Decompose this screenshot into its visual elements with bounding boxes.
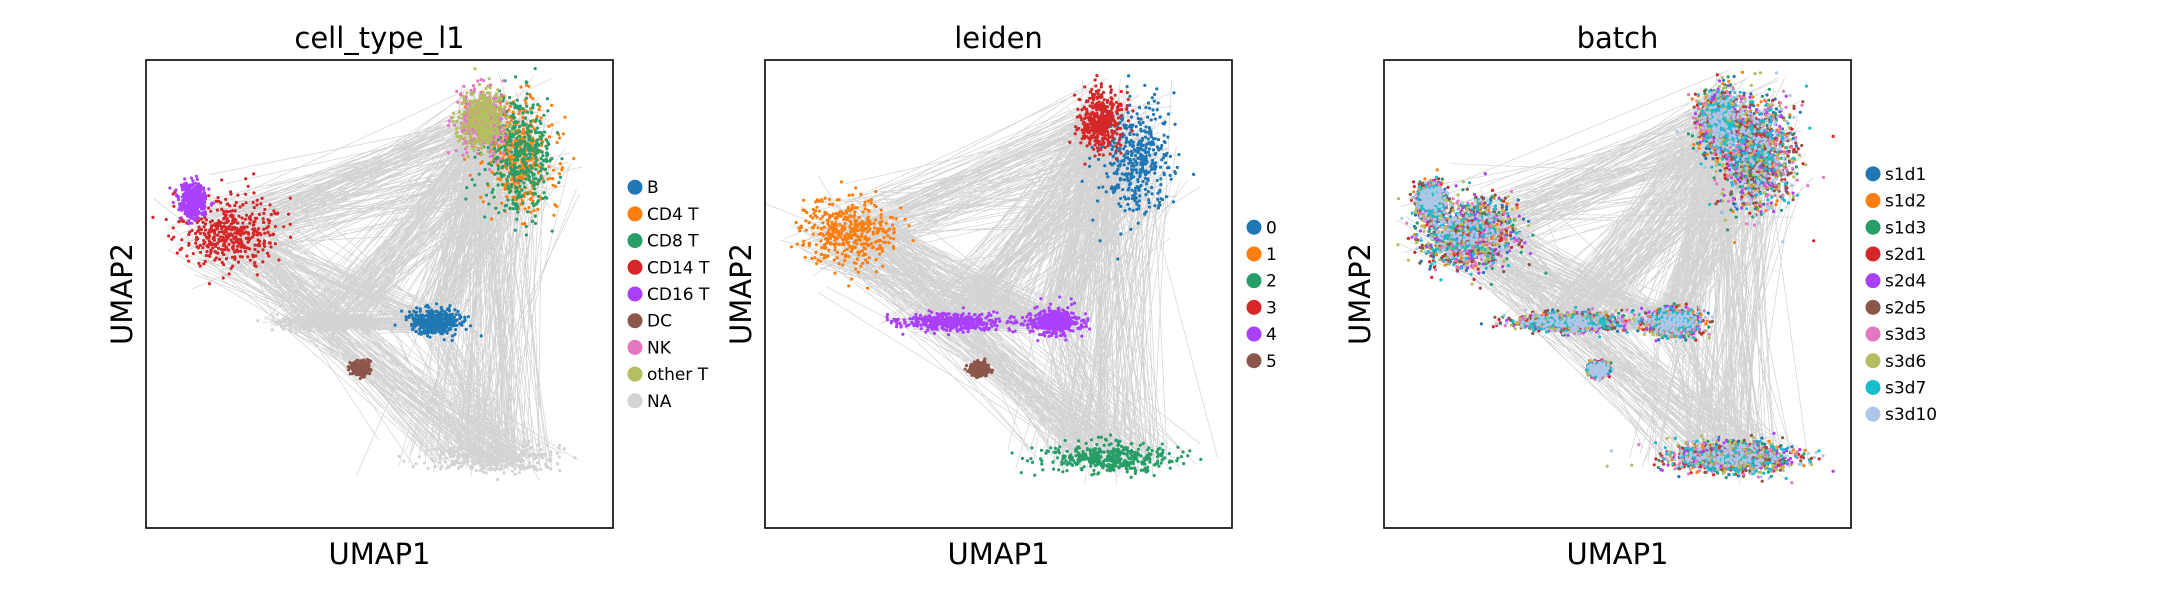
legend-marker (1865, 219, 1881, 235)
legend-marker (627, 339, 643, 355)
panel-batch: batchUMAP1UMAP2s1d1s1d2s1d3s2d1s2d4s2d5s… (1343, 21, 1937, 571)
points-4 (885, 306, 1025, 337)
legend-marker (1246, 219, 1262, 235)
legend-marker (627, 259, 643, 275)
legend-label: s1d2 (1885, 192, 1926, 212)
legend-label: NA (647, 392, 672, 412)
legend-marker (1865, 379, 1881, 395)
legend-label: CD8 T (647, 232, 699, 252)
axes-frame (145, 59, 614, 529)
points-s3d10 (1628, 305, 1715, 344)
legend-label: 3 (1266, 298, 1277, 318)
points-cd8-t (464, 66, 564, 237)
legend-label: CD16 T (647, 285, 710, 305)
panel-title: leiden (954, 21, 1043, 55)
legend-label: CD4 T (647, 205, 699, 225)
points-s3d7 (1625, 305, 1702, 340)
x-axis-label: UMAP1 (328, 537, 430, 571)
legend-label: B (647, 178, 659, 198)
axes-frame (1383, 59, 1852, 529)
legend-marker (627, 179, 643, 195)
panel-title: cell_type_l1 (294, 21, 464, 55)
points-s3d6 (1605, 434, 1814, 476)
points-s3d10 (1609, 435, 1825, 480)
points-b (393, 302, 483, 343)
legend: B CD4 T CD8 T CD14 T CD16 T DC NK other T NA (627, 178, 710, 412)
legend-label: other T (647, 365, 709, 385)
points-2 (1010, 433, 1203, 479)
legend-marker (1865, 273, 1881, 289)
legend-label: NK (647, 338, 672, 358)
legend: s1d1 s1d2 s1d3 s2d1 s2d4 s2d5 s3d3 s3d6 s3d7 s3d1… (1865, 165, 1937, 425)
points-dc (346, 357, 373, 381)
points-s1d1 (1702, 92, 1802, 211)
legend-marker (627, 286, 643, 302)
legend-marker (1865, 326, 1881, 342)
legend-marker (627, 233, 643, 249)
panel-title: batch (1577, 21, 1659, 55)
points-cd14-t (151, 172, 293, 286)
points-3 (1068, 73, 1135, 166)
legend-marker (1865, 299, 1881, 315)
points-1 (789, 180, 915, 290)
points-s3d10 (1494, 308, 1639, 336)
legend-label: CD14 T (647, 258, 710, 278)
legend-label: s2d1 (1885, 245, 1926, 265)
legend-label: s2d5 (1885, 298, 1926, 318)
legend-marker (1246, 246, 1262, 262)
panel-cell-type-l1: cell_type_l1 UMAP1 UMAP2 B CD4 T CD8 T CD14 T C… (105, 21, 710, 571)
points-cd16-t (168, 174, 215, 226)
points-na (256, 308, 400, 336)
legend-label: s1d1 (1885, 165, 1926, 185)
points-0 (1080, 74, 1196, 261)
points-na (397, 430, 577, 482)
panel-leiden: leiden UMAP1 UMAP2 0 1 2 3 4 5 (724, 21, 1277, 571)
legend-label: s3d3 (1885, 325, 1926, 345)
x-axis-label: UMAP1 (947, 537, 1049, 571)
points-s3d10 (1586, 360, 1615, 382)
legend-label: s1d3 (1885, 218, 1926, 238)
legend-label: s3d10 (1885, 405, 1937, 425)
points-s3d10 (1410, 181, 1450, 221)
legend-marker (1865, 193, 1881, 209)
legend-label: 2 (1266, 272, 1277, 292)
x-axis-label: UMAP1 (1566, 537, 1668, 571)
legend-marker (627, 313, 643, 329)
legend-marker (627, 366, 643, 382)
legend-label: s2d4 (1885, 272, 1926, 292)
points-5 (963, 357, 995, 380)
legend-label: s3d6 (1885, 352, 1926, 372)
legend-marker (1865, 406, 1881, 422)
legend-marker (1246, 273, 1262, 289)
y-axis-label: UMAP2 (105, 243, 139, 345)
points-other-t (450, 67, 515, 159)
legend-marker (1865, 246, 1881, 262)
legend-label: DC (647, 312, 672, 332)
legend-marker (627, 206, 643, 222)
legend-label: 0 (1266, 218, 1277, 238)
legend-label: 4 (1266, 325, 1277, 345)
legend-label: 1 (1266, 245, 1277, 265)
points-4 (1013, 295, 1092, 343)
points-s3d6 (1396, 180, 1531, 286)
y-axis-label: UMAP2 (1343, 243, 1377, 345)
legend-marker (1246, 353, 1262, 369)
legend-marker (627, 393, 643, 409)
y-axis-label: UMAP2 (724, 243, 758, 345)
legend-label: s3d7 (1885, 378, 1926, 398)
legend: 0 1 2 3 4 5 (1246, 218, 1277, 372)
legend-label: 5 (1266, 352, 1277, 372)
legend-marker (1246, 299, 1262, 315)
legend-marker (1865, 166, 1881, 182)
legend-marker (1865, 353, 1881, 369)
points-s2d4 (1410, 172, 1532, 275)
legend-marker (1246, 326, 1262, 342)
axes-frame (764, 59, 1233, 529)
points-s3d10 (1675, 89, 1746, 153)
graph-edges (765, 75, 1219, 484)
